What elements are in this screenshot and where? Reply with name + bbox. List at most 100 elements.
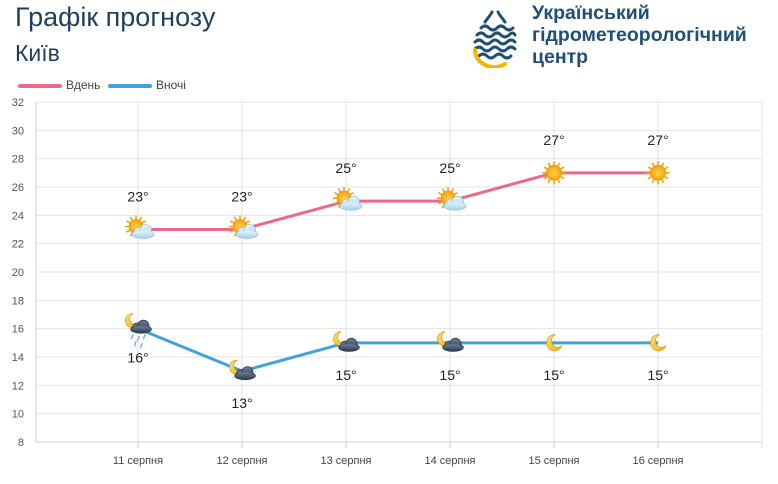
cloud-fill	[339, 344, 359, 351]
y-tick-label: 28	[12, 154, 24, 166]
rain-drop	[139, 343, 143, 349]
cloud-shape	[442, 337, 464, 352]
y-tick-label: 14	[12, 352, 24, 364]
cloud-fill	[235, 372, 255, 380]
sun-ray	[350, 192, 354, 195]
labels-layer: 8 10 12 14 16 18 20 22 24 26 28 30 32 11 серпня 12 сер…	[12, 97, 684, 467]
sun-ray	[126, 229, 130, 233]
sun-ray	[543, 166, 548, 170]
day-value-label: 25°	[335, 160, 356, 176]
sun-ray	[547, 179, 551, 184]
sun-ray	[647, 176, 652, 180]
sun-ray	[664, 166, 669, 170]
y-tick-label: 10	[12, 409, 24, 421]
cloud-shape	[235, 224, 259, 239]
night-value-label: 15°	[335, 367, 356, 383]
y-tick-label: 24	[12, 210, 24, 222]
sun-ray	[543, 176, 548, 180]
sun-ray	[557, 179, 561, 184]
day-weather-icon	[542, 161, 566, 185]
day-weather-icon	[332, 186, 363, 211]
sun-ray	[547, 162, 551, 167]
sun-ray	[651, 162, 655, 167]
moon-crescent	[546, 334, 563, 352]
y-tick-label: 20	[12, 267, 24, 279]
cloud-shape	[339, 195, 363, 211]
day-weather-icon	[646, 161, 670, 185]
sun-ray	[230, 220, 234, 224]
sun-ray	[651, 179, 655, 184]
cloud-shape	[338, 337, 360, 352]
x-tick-label: 12 серпня	[216, 455, 267, 467]
sun-ray	[230, 229, 234, 233]
org-line-2: гідрометеорологічний	[532, 24, 747, 46]
cloud-fill	[132, 230, 154, 238]
day-weather-icon	[124, 215, 155, 239]
day-weather-icon	[228, 215, 259, 239]
cloud-fill	[131, 325, 151, 333]
night-weather-icon	[125, 313, 152, 349]
sun-ray	[337, 188, 341, 193]
x-tick-label: 16 серпня	[632, 455, 683, 467]
rain-drop	[133, 341, 137, 347]
night-weather-icon	[650, 334, 667, 352]
day-value-label: 25°	[439, 160, 460, 176]
rain-drop	[130, 334, 134, 340]
sun-rays	[542, 161, 566, 185]
series-line-night	[137, 327, 658, 373]
legend-label-night: Вночі	[156, 78, 186, 92]
sun-ray	[142, 220, 146, 224]
sun-ray	[129, 216, 133, 221]
day-value-label: 23°	[127, 189, 148, 205]
cloud-fill	[444, 202, 466, 210]
sun-ray	[246, 220, 250, 224]
x-tick-label: 11 серпня	[113, 455, 163, 467]
y-tick-label: 12	[12, 380, 24, 392]
sun-disc	[546, 164, 562, 181]
cloud-fill	[443, 344, 463, 351]
sun-ray	[139, 216, 143, 221]
y-tick-label: 22	[12, 239, 24, 251]
sun-ray	[647, 166, 652, 170]
day-weather-icon	[436, 186, 467, 211]
sun-ray	[334, 192, 338, 195]
night-weather-icon	[333, 331, 360, 352]
cloud-shape	[130, 319, 152, 334]
night-weather-icon	[229, 359, 256, 381]
sun-ray	[560, 166, 565, 170]
night-value-label: 15°	[439, 367, 460, 383]
y-tick-label: 30	[12, 125, 24, 137]
night-value-label: 13°	[231, 395, 252, 411]
y-tick-label: 32	[12, 97, 24, 109]
sun-ray	[347, 188, 351, 193]
night-weather-icon	[546, 334, 563, 352]
moon-crescent	[650, 334, 667, 352]
night-value-label: 15°	[647, 367, 668, 383]
cloud-shape	[234, 366, 256, 381]
rain-drop	[142, 334, 146, 340]
y-tick-label: 26	[12, 182, 24, 194]
legend-swatch-day	[18, 84, 62, 88]
sun-ray	[243, 216, 247, 221]
cloud-shape	[443, 195, 467, 211]
sun-ray	[233, 216, 237, 221]
org-line-1: Український	[532, 2, 650, 24]
sun-ray	[560, 176, 565, 180]
night-weather-icon	[437, 331, 464, 352]
hydromet-logo-icon	[473, 10, 517, 68]
sun-disc	[650, 164, 666, 181]
sun-ray	[334, 201, 338, 205]
sun-ray	[451, 188, 455, 193]
legend-swatch-night	[108, 84, 152, 88]
city-name: Київ	[15, 40, 60, 66]
cloud-fill	[340, 202, 362, 210]
lines-layer	[137, 171, 658, 373]
sun-ray	[664, 176, 669, 180]
org-line-3: центр	[532, 46, 589, 68]
icons-layer	[124, 161, 670, 381]
rain-drops	[130, 334, 146, 349]
legend-label-day: Вдень	[66, 78, 101, 92]
night-value-label: 15°	[543, 367, 564, 383]
page-title: Графік прогнозу	[15, 2, 216, 32]
